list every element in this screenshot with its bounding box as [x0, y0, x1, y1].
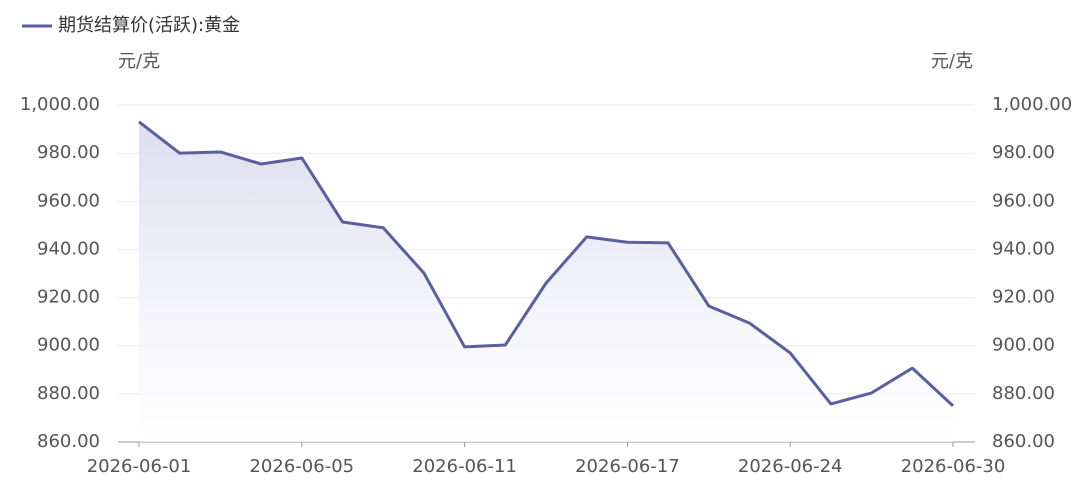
- y-tick-label: 860.00: [37, 431, 100, 452]
- x-tick-label: 2026-06-24: [738, 456, 843, 477]
- y2-tick-label: 880.00: [992, 383, 1055, 404]
- x-tick-label: 2026-06-05: [249, 456, 354, 477]
- y2-tick-label: 960.00: [992, 190, 1055, 211]
- legend-label: 期货结算价(活跃):黄金: [58, 15, 240, 36]
- x-tick-label: 2026-06-30: [901, 456, 1006, 477]
- y-axis-unit: 元/克: [118, 51, 160, 72]
- y2-tick-label: 1,000.00: [992, 94, 1072, 115]
- y-tick-label: 920.00: [37, 287, 100, 308]
- y2-tick-label: 920.00: [992, 287, 1055, 308]
- y2-axis-unit: 元/克: [931, 51, 973, 72]
- y-tick-label: 1,000.00: [20, 94, 100, 115]
- y2-tick-label: 900.00: [992, 335, 1055, 356]
- y2-tick-label: 980.00: [992, 142, 1055, 163]
- y2-tick-label: 860.00: [992, 431, 1055, 452]
- y-tick-label: 900.00: [37, 335, 100, 356]
- x-tick-label: 2026-06-11: [412, 456, 517, 477]
- y2-tick-label: 940.00: [992, 238, 1055, 259]
- y-tick-label: 960.00: [37, 190, 100, 211]
- x-tick-label: 2026-06-17: [575, 456, 680, 477]
- y-tick-label: 980.00: [37, 142, 100, 163]
- y-tick-label: 880.00: [37, 383, 100, 404]
- y-tick-label: 940.00: [37, 238, 100, 259]
- line: [138, 120, 955, 407]
- area: [139, 121, 953, 442]
- x-tick-label: 2026-06-01: [87, 456, 192, 477]
